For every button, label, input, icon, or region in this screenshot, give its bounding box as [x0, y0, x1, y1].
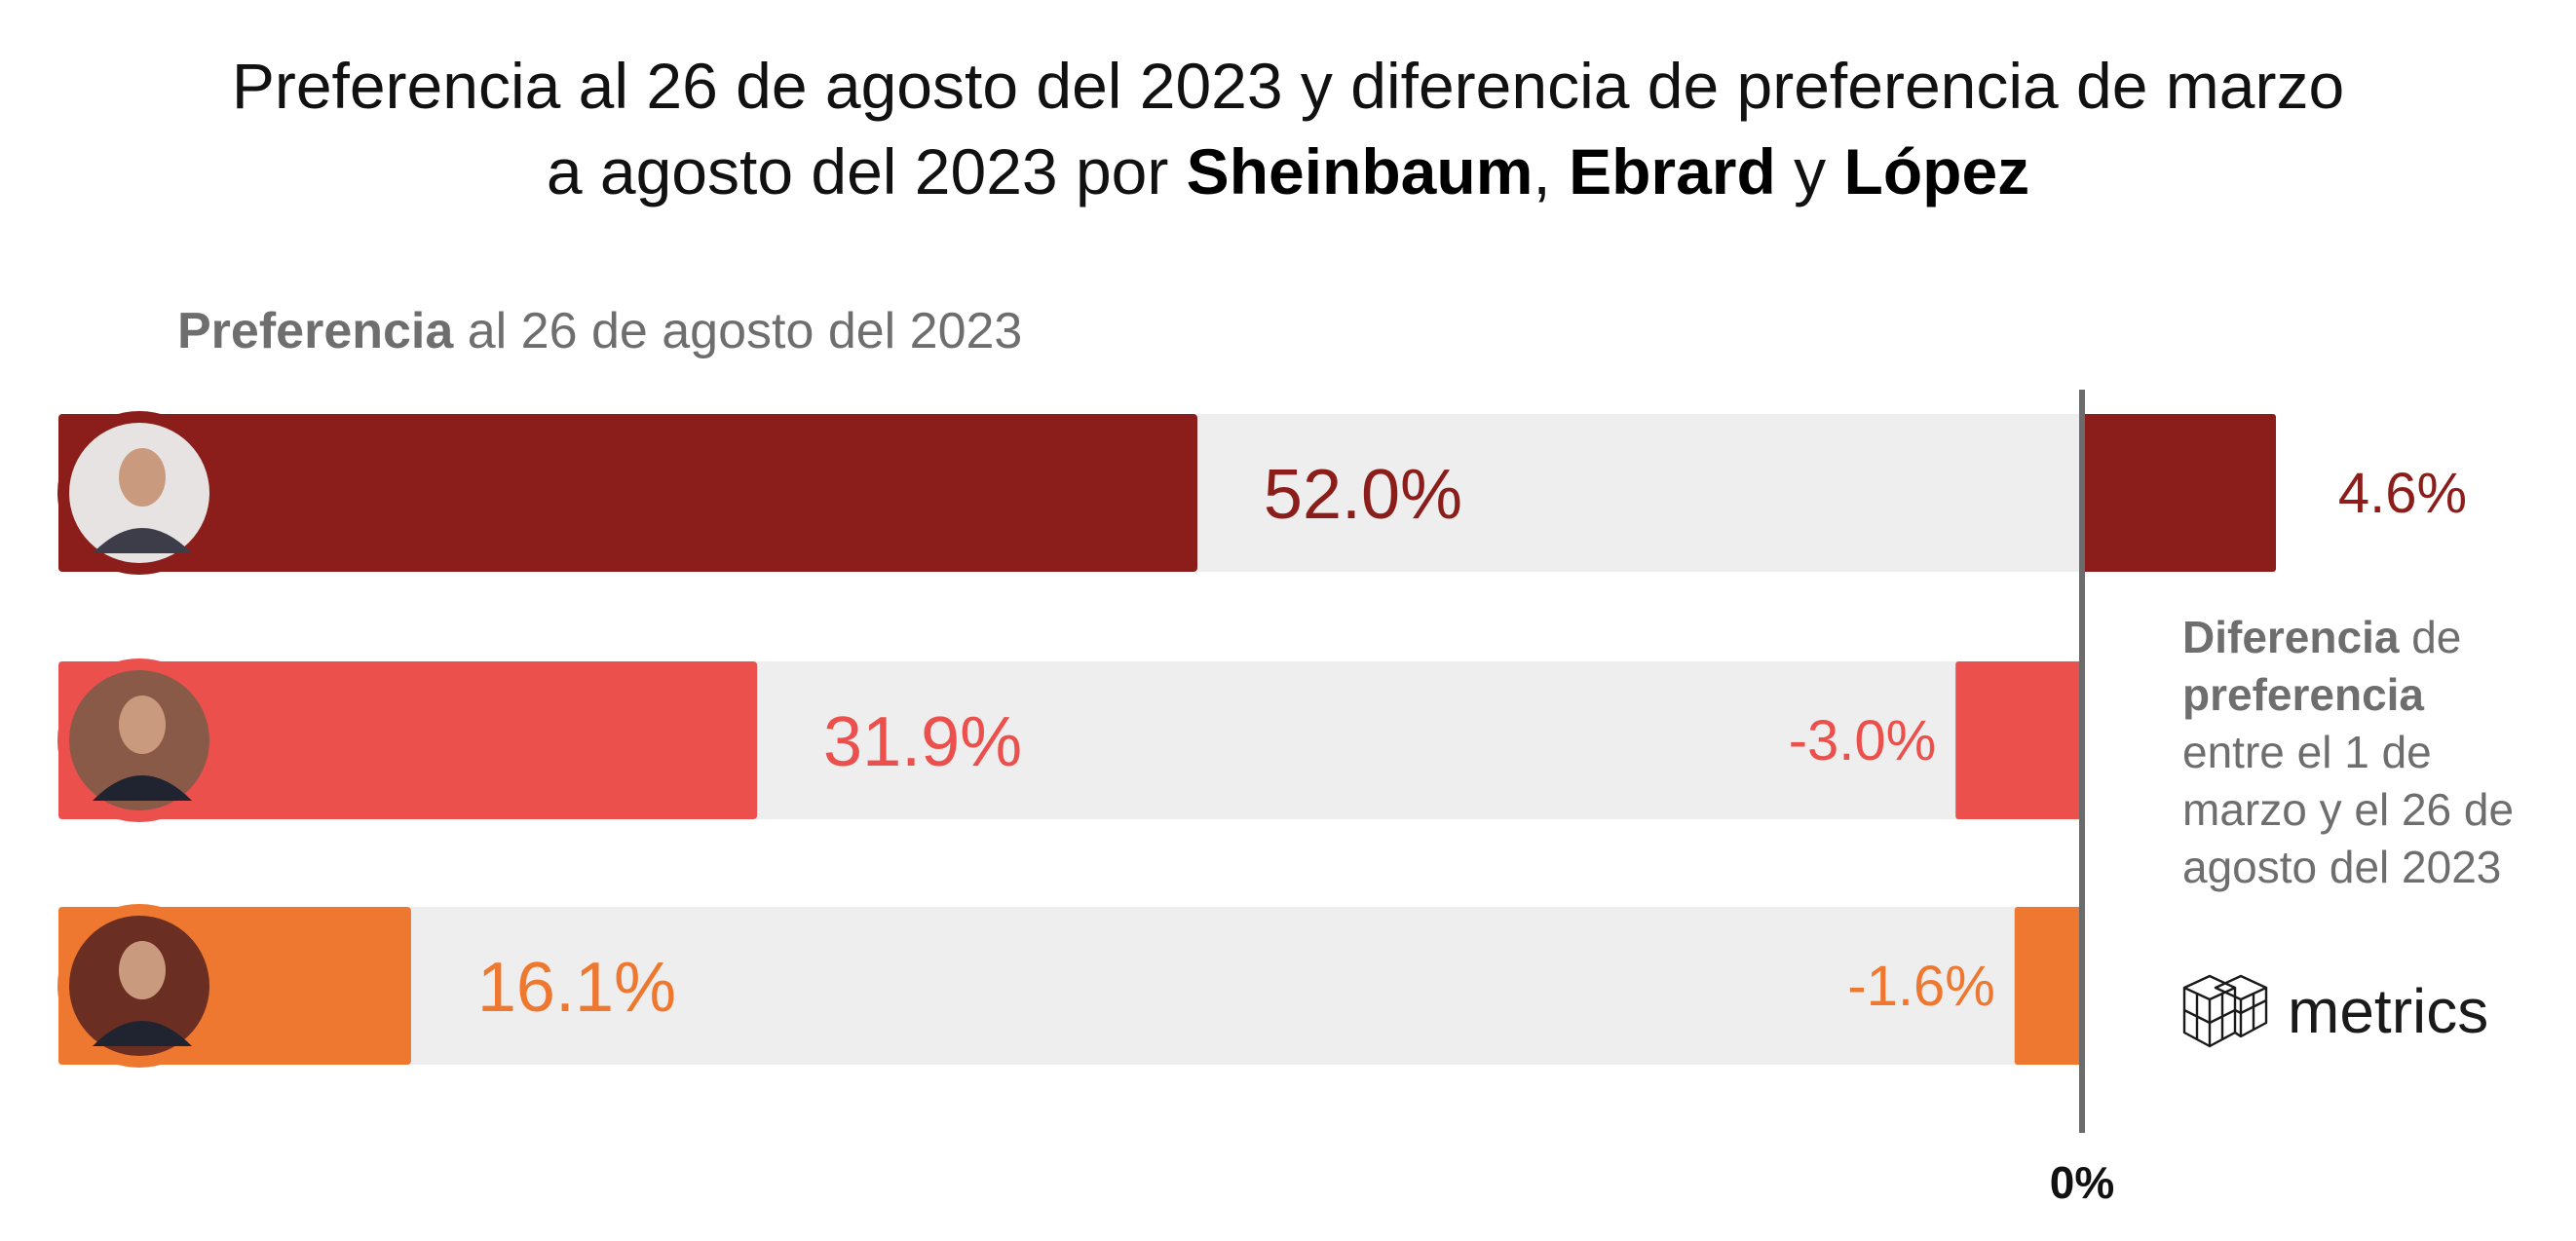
title-line-2: a agosto del 2023 por Sheinbaum, Ebrard …: [0, 129, 2576, 214]
metrics-logo: metrics: [2180, 967, 2488, 1055]
avatar-body-sheinbaum: [93, 528, 192, 553]
note-text-2: entre el 1 de marzo y el 26 de agosto de…: [2182, 727, 2515, 892]
diff-bar-sheinbaum: [2082, 414, 2276, 572]
difference-note: Diferencia de preferencia entre el 1 de …: [2182, 609, 2562, 896]
pref-label-sheinbaum: 52.0%: [1264, 456, 1462, 534]
zero-axis-label: 0%: [2050, 1157, 2114, 1208]
avatar-face-sheinbaum: [119, 448, 166, 507]
note-bold-1: Diferencia: [2182, 612, 2400, 662]
subtitle-rest: al 26 de agosto del 2023: [453, 303, 1023, 359]
diff-bar-lopez: [2014, 907, 2082, 1065]
title-name-sheinbaum: Sheinbaum: [1186, 135, 1534, 207]
logo-text: metrics: [2288, 976, 2489, 1046]
note-text-1: de: [2399, 612, 2462, 662]
diff-label-sheinbaum: 4.6%: [2338, 462, 2467, 525]
pref-bar-sheinbaum: [58, 414, 1197, 572]
title-name-lopez: López: [1843, 135, 2030, 207]
avatar-body-lopez: [93, 1021, 192, 1046]
diff-label-ebrard: -3.0%: [1789, 709, 1937, 772]
pref-label-ebrard: 31.9%: [823, 703, 1022, 781]
avatar-body-ebrard: [93, 775, 192, 801]
pref-label-lopez: 16.1%: [477, 949, 676, 1027]
pref-bar-ebrard: [58, 661, 758, 819]
title-sep-1: ,: [1533, 135, 1570, 207]
title-line-2-prefix: a agosto del 2023 por: [546, 135, 1187, 207]
title-line-1: Preferencia al 26 de agosto del 2023 y d…: [231, 50, 2345, 122]
subtitle-bold: Preferencia: [177, 303, 454, 359]
avatar-face-ebrard: [119, 696, 166, 754]
chart-title: Preferencia al 26 de agosto del 2023 y d…: [0, 43, 2576, 214]
chart-subtitle: Preferencia al 26 de agosto del 2023: [177, 302, 1022, 360]
note-bold-2: preferencia: [2182, 669, 2425, 720]
cube-grid-icon: [2182, 974, 2268, 1048]
diff-bar-ebrard: [1955, 661, 2082, 819]
title-name-ebrard: Ebrard: [1569, 135, 1776, 207]
zero-axis: [2079, 390, 2085, 1133]
diff-label-lopez: -1.6%: [1847, 955, 1995, 1018]
avatar-face-lopez: [119, 941, 166, 999]
title-sep-2: y: [1775, 135, 1844, 207]
